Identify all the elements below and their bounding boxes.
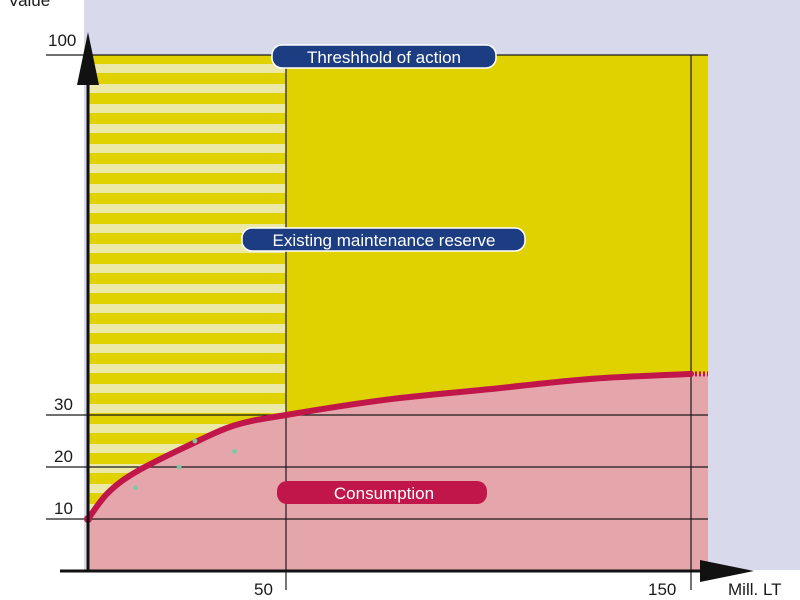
stripe [88,144,286,153]
stripe [88,424,286,433]
stripe [88,324,286,333]
y-axis-label: Value [8,0,50,10]
stripe [88,244,286,253]
stripe [88,404,286,413]
y-tick-100: 100 [48,31,76,50]
reserve-pill [241,227,526,252]
data-point [192,438,198,444]
stripe [88,224,286,233]
consumption-label: Consumption [277,481,487,504]
threshold-pill [271,44,497,69]
stripe [88,64,286,73]
y-tick-30: 30 [54,395,73,414]
stripe [88,164,286,173]
y-axis-arrow-icon [77,32,99,85]
consumption-label-text: Consumption [334,484,434,503]
stripe [88,204,286,213]
data-point [176,464,182,470]
x-axis-arrow-icon [700,560,754,582]
stripe [88,384,286,393]
x-tick-150: 150 [648,580,676,599]
consumption-curve [85,370,694,522]
y-tick-10: 10 [54,499,73,518]
threshold-label-text: Threshhold of action [307,48,461,67]
x-tick-50: 50 [254,580,273,599]
y-tick-20: 20 [54,447,73,466]
threshold-label: Threshhold of action [271,44,497,69]
data-points [133,438,237,491]
stripe [88,104,286,113]
left-margin [0,0,84,600]
stripe [88,184,286,193]
stripe [88,284,286,293]
reserve-label: Existing maintenance reserve [241,227,526,252]
data-point [232,449,237,454]
data-point [133,485,138,491]
stripe [88,344,286,353]
reserve-label-text: Existing maintenance reserve [272,231,495,250]
stripe [88,84,286,93]
stripe [88,304,286,313]
stripe [88,364,286,373]
consumption-pill [277,481,487,504]
x-axis-label: Mill. LT [728,580,782,599]
stripe [88,124,286,133]
stripe [88,264,286,273]
